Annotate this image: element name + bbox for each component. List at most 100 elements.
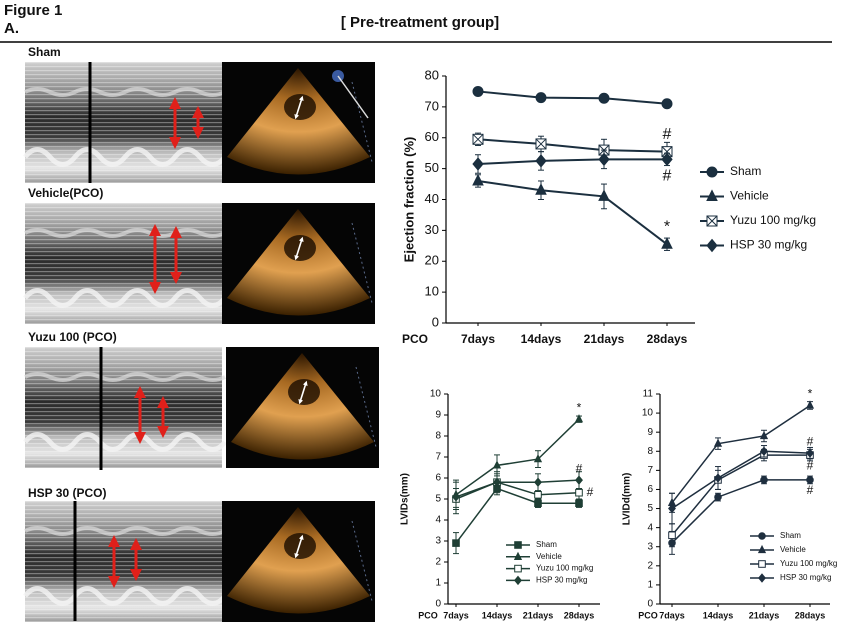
marker [706, 238, 718, 253]
legend-label: Yuzu 100 mg/kg [536, 564, 593, 573]
marker-shape [514, 564, 522, 573]
y-tick-label: 2 [435, 557, 441, 568]
marker-shape [535, 92, 547, 104]
image-label: HSP 30 (PCO) [28, 486, 106, 500]
y-tick-label: 7 [647, 465, 653, 476]
marker [806, 448, 814, 458]
legend-label: Vehicle [536, 552, 562, 561]
legend-entry: Yuzu 100 mg/kg [700, 213, 816, 227]
marker-shape [760, 476, 768, 484]
y-tick-label: 1 [435, 578, 441, 589]
y-tick-label: 0 [435, 599, 441, 610]
series-line [671, 479, 810, 544]
y-tick-label: 10 [425, 284, 439, 299]
marker-shape [806, 448, 814, 458]
marker [758, 532, 766, 540]
marker-shape [472, 85, 484, 97]
marker [714, 473, 722, 483]
legend-entry: Vehicle [750, 544, 806, 554]
marker-shape [534, 477, 542, 487]
marker-shape [661, 237, 673, 249]
series-line [477, 90, 668, 105]
marker [492, 460, 502, 469]
marker [472, 133, 484, 145]
series-line [477, 158, 667, 165]
annotation: # [807, 483, 814, 497]
marker [514, 541, 522, 549]
marker-shape [535, 154, 547, 168]
x-tick-label: 14days [482, 610, 513, 620]
marker-shape [758, 573, 766, 583]
marker [661, 98, 673, 110]
figure-label: Figure 1 [4, 2, 62, 19]
marker [758, 560, 766, 568]
marker [472, 85, 484, 97]
x-tick-label: 28days [647, 332, 688, 346]
y-tick-label: 0 [647, 599, 653, 610]
y-tick-label: 3 [435, 536, 441, 547]
legend-label: HSP 30 mg/kg [730, 238, 807, 252]
marker-shape [714, 493, 722, 501]
marker-shape [758, 532, 766, 540]
marker-shape [706, 189, 718, 201]
marker-shape [706, 238, 718, 253]
x-tick-label: 28days [564, 610, 595, 620]
legend-label: HSP 30 mg/kg [780, 573, 831, 582]
group-title: [ Pre-treatment group] [341, 14, 499, 31]
y-tick-label: 9 [647, 427, 653, 438]
echo-image [226, 347, 379, 468]
marker [598, 189, 610, 201]
x-tick-label: 28days [795, 610, 826, 620]
x-tick-label: 7days [443, 610, 469, 620]
y-tick-label: 7 [435, 452, 441, 463]
marker [513, 551, 523, 560]
marker [533, 454, 543, 463]
marker-shape [513, 551, 523, 560]
y-tick-label: 10 [430, 389, 442, 400]
series-line [671, 450, 811, 510]
y-tick-label: 5 [647, 503, 653, 514]
marker [514, 575, 522, 586]
marker-shape [757, 544, 767, 554]
legend-label: Yuzu 100 mg/kg [730, 213, 816, 227]
marker-shape [472, 157, 484, 171]
marker-shape [706, 215, 718, 227]
marker-shape [706, 166, 718, 178]
y-tick-label: 80 [425, 67, 439, 82]
marker-shape [452, 492, 460, 502]
marker-shape [534, 491, 542, 499]
marker [493, 477, 501, 487]
marker [575, 488, 583, 497]
annotation: # [587, 485, 594, 499]
marker [598, 92, 610, 104]
legend-label: Sham [730, 164, 761, 178]
marker [661, 237, 673, 249]
y-tick-label: 9 [435, 410, 441, 421]
x-tick-label: 14days [703, 610, 734, 620]
series-line [455, 487, 579, 544]
legend-entry: Vehicle [506, 551, 562, 561]
series-line [477, 138, 668, 153]
marker-shape [514, 575, 522, 586]
legend-entry: HSP 30 mg/kg [750, 573, 831, 583]
marker-shape [713, 438, 723, 447]
marker-shape [806, 476, 814, 484]
series-line [477, 179, 668, 246]
marker-shape [758, 560, 766, 568]
y-tick-label: 1 [647, 580, 653, 591]
y-tick-label: 5 [435, 494, 441, 505]
marker [661, 152, 673, 167]
marker-shape [759, 430, 769, 440]
y-tick-label: 4 [435, 515, 441, 526]
marker [759, 430, 769, 440]
y-tick-label: 11 [643, 389, 654, 400]
annotation: # [576, 461, 583, 475]
panel-label: A. [4, 20, 19, 37]
annotation: # [663, 168, 672, 185]
legend-label: Yuzu 100 mg/kg [780, 559, 837, 568]
x-tick-label: 21days [749, 610, 780, 620]
marker-shape [514, 541, 522, 549]
series-line [455, 479, 580, 498]
y-tick-label: 8 [647, 446, 653, 457]
